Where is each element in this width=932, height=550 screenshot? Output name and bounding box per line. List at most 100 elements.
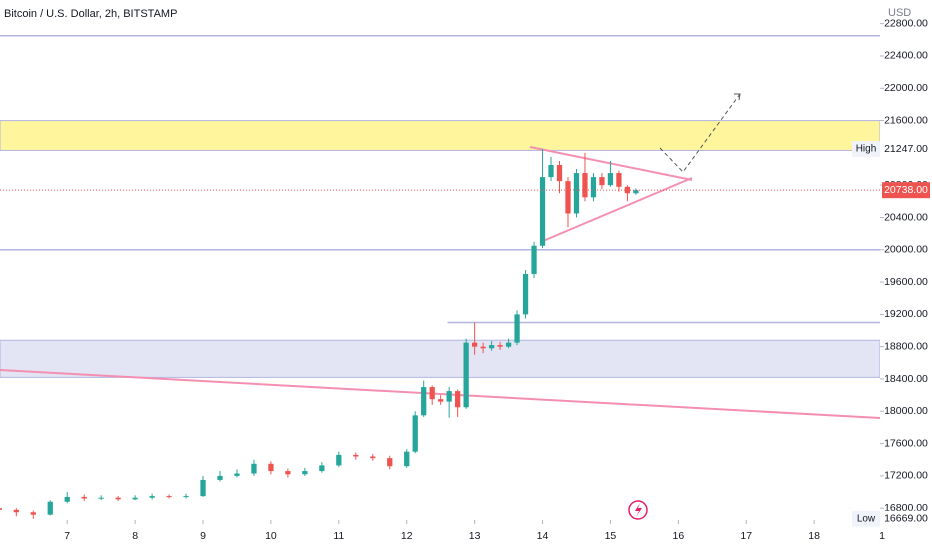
lightning-icon[interactable] [628,500,648,520]
candle-body [370,456,376,459]
x-tick-label: 17 [740,530,752,542]
x-tick-label: 1 [879,530,885,542]
y-tick-label: 18000.00 [884,405,928,417]
candle-body [463,342,469,408]
candle-body [607,173,614,186]
candle-body [234,473,240,476]
candle-body [539,177,546,246]
marker-value-box [880,141,932,158]
candle-body [30,512,36,515]
candle-body [64,496,70,502]
currency: USD [888,7,911,19]
candle-body [132,497,138,500]
marker-name-box [852,141,880,158]
marker-value-box [880,510,932,527]
x-tick-label: 10 [265,530,277,542]
candle-body [429,387,435,400]
candle-body [13,509,19,513]
candle-body [412,415,418,452]
candle-body [319,465,325,472]
x-tick-label: 12 [401,530,413,542]
candle-body [548,164,554,178]
candle-body [166,496,172,498]
last-price-label: 20738.00 [884,184,928,196]
y-tick-label: 21600.00 [884,114,928,126]
chart-title: Bitcoin / U.S. Dollar, 2h, BITSTAMP [4,8,177,20]
candle-body [285,471,291,475]
candle-body [505,342,512,347]
price-axis [880,0,932,550]
candle-body [573,173,580,214]
candle-body [0,508,2,510]
x-tick-label: 9 [200,530,206,542]
candle-body [404,451,410,467]
x-tick-label: 13 [469,530,481,542]
zone [0,339,881,378]
marker-value: 21247.00 [884,143,928,155]
time-axis [0,520,880,550]
marker-name: High [856,144,877,155]
candle-body [599,177,605,186]
candle-body [98,497,104,499]
candle-body [446,391,452,402]
candle-body [471,342,478,347]
candle-body [497,345,503,347]
candle-body [514,314,520,343]
y-tick-label: 20400.00 [884,211,928,223]
levels [0,35,880,324]
y-tick-label: 20000.00 [884,244,928,256]
marker-name-box [852,510,880,527]
y-tick-label: 17200.00 [884,470,928,482]
y-tick-label: 19200.00 [884,308,928,320]
y-tick-label: 17600.00 [884,437,928,449]
y-tick-label: 22000.00 [884,82,928,94]
x-tick-label: 15 [605,530,617,542]
candle-body [251,463,257,474]
zone [0,120,881,151]
axes: 16800.0017200.0017600.0018000.0018400.00… [64,17,932,542]
x-tick-label: 7 [64,530,70,542]
x-tick-label: 16 [672,530,684,542]
candles [0,149,880,519]
candle-body [421,387,427,416]
x-tick-label: 8 [132,530,138,542]
candle-body [387,458,393,467]
y-tick-label: 22400.00 [884,50,928,62]
candle-body [200,479,206,497]
y-tick-label: 18800.00 [884,340,928,352]
x-tick-label: 18 [808,530,820,542]
candle-body [149,496,155,498]
candle-body [582,173,588,198]
x-tick-label: 14 [537,530,549,542]
marker-name: Low [857,513,876,524]
candle-body [302,471,308,475]
candle-body [438,399,444,402]
triangle-lower [542,177,693,242]
candle-body [455,391,461,408]
y-tick-label: 19600.00 [884,276,928,288]
candle-body [115,497,121,500]
x-tick-label: 11 [333,530,344,542]
candle-body [590,177,597,198]
triangle-upper [529,146,693,181]
candle-body [480,346,486,349]
candle-body [522,274,529,315]
candle-body [183,496,189,498]
candle-body [47,501,53,515]
y-tick-label: 22800.00 [884,17,928,29]
candle-body [217,475,223,480]
candle-body [268,463,274,472]
marker-value: 16669.00 [884,513,928,525]
candle-body [556,164,563,182]
zones [0,120,881,378]
candle-body [81,496,87,499]
arrow-head [734,93,741,101]
y-tick-label: 18400.00 [884,373,928,385]
candle-body [616,173,622,187]
candle-body [336,454,342,466]
candle-body [633,190,639,194]
candle-body [353,454,359,457]
trend-line [0,369,881,419]
